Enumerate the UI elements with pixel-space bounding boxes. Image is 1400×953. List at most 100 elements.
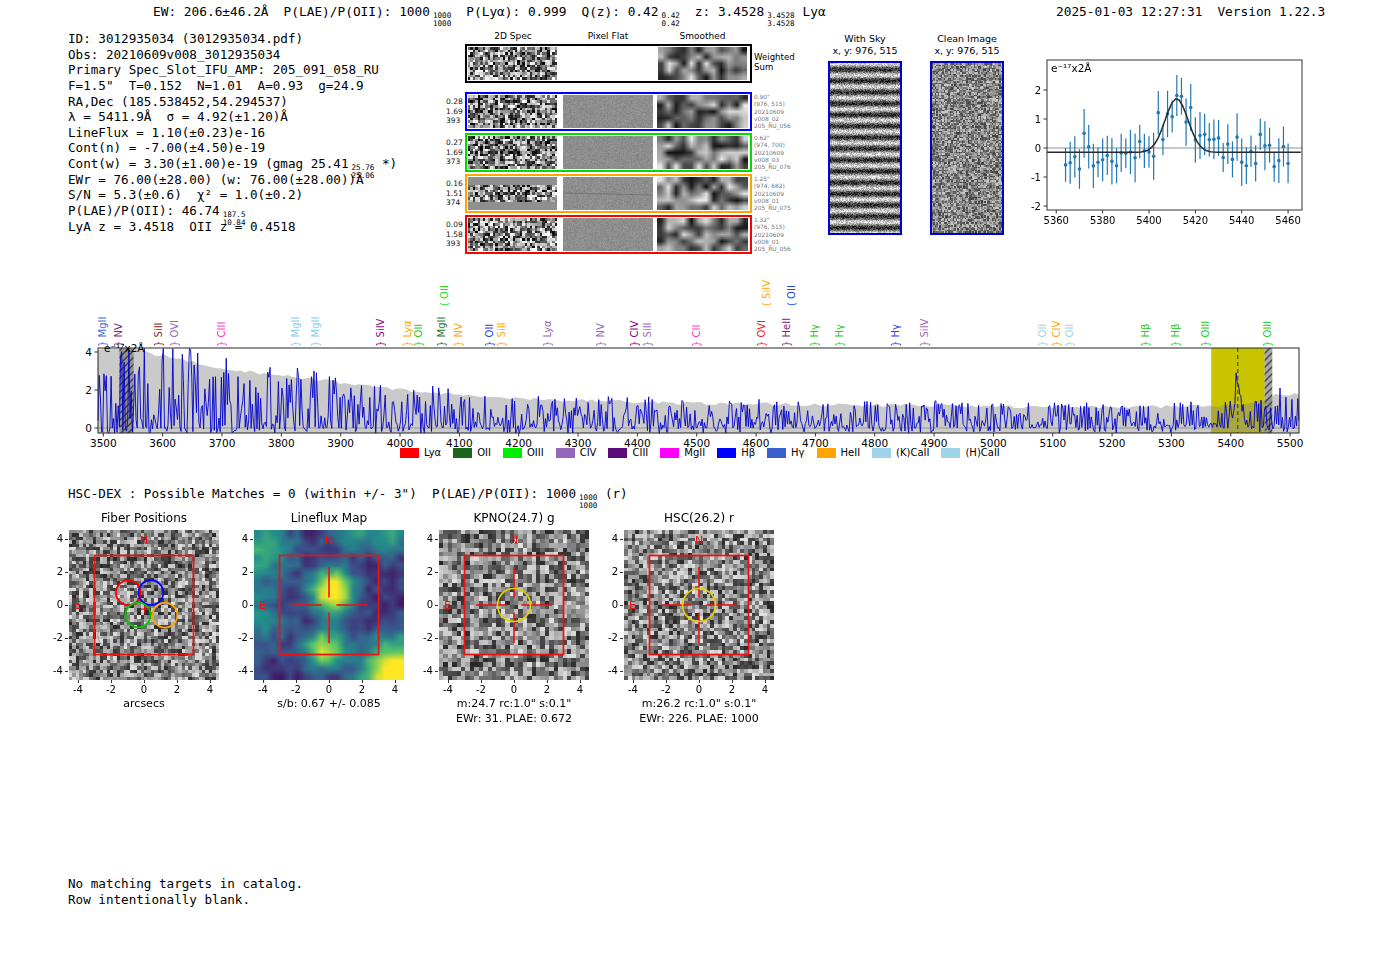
- with-sky-image: [830, 63, 900, 233]
- svg-text:5500: 5500: [1277, 437, 1304, 449]
- x-tickmark: [263, 680, 264, 683]
- spectrum-legend: LyαOIIOIIICIVCIIIMgIIHβHγHeII(K)CaII(H)C…: [400, 447, 1012, 458]
- row-0-pixel-flat-image: [563, 95, 653, 128]
- legend-swatch: [660, 448, 679, 458]
- x-tick: 4: [570, 684, 590, 695]
- lineflux: LineFlux = 1.10(±0.23)e-16: [68, 125, 397, 141]
- compass-north-label: N: [140, 534, 148, 547]
- with-sky-title: With Skyx, y: 976, 515: [820, 33, 910, 56]
- legend-item-CIV: CIV: [556, 447, 597, 458]
- z-stat: z: 3.4528: [695, 4, 764, 19]
- lineflux-title: Lineflux Map: [229, 511, 429, 525]
- compass-east-label: E: [74, 599, 81, 612]
- legend-swatch: [767, 448, 786, 458]
- ew-stat: EW: 206.6±46.2Å: [153, 4, 269, 19]
- y-tick: 0: [228, 599, 248, 610]
- row-2-2d-spec-image: [468, 177, 557, 210]
- legend-swatch: [717, 448, 736, 458]
- legend-label: (K)CaII: [896, 447, 929, 458]
- row-3-2d-spec-image: [468, 218, 557, 251]
- legend-swatch: [453, 448, 472, 458]
- header-stats: EW: 206.6±46.2ÅP(LAE)/P(OII): 1000100010…: [153, 4, 826, 28]
- svg-text:3900: 3900: [327, 437, 354, 449]
- row-0-left-stats: 0.281.69393: [446, 97, 466, 126]
- plae-frac: 10001000: [433, 12, 451, 28]
- y-tickmark: [65, 572, 68, 573]
- y-tick: 4: [598, 533, 618, 544]
- y-tickmark: [435, 605, 438, 606]
- svg-text:-2: -2: [1031, 201, 1041, 212]
- x-tickmark: [144, 680, 145, 683]
- row-3-annotation: 1.32"(976, 515)20210609v008_01205_RU_056: [754, 217, 814, 253]
- x-tickmark: [481, 680, 482, 683]
- y-tickmark: [65, 605, 68, 606]
- x-tick: -2: [471, 684, 491, 695]
- kpno-title: KPNO(24.7) g: [414, 511, 614, 525]
- y-tickmark: [620, 572, 623, 573]
- svg-text:3800: 3800: [268, 437, 295, 449]
- svg-text:1: 1: [1035, 114, 1041, 125]
- legend-label: HeII: [841, 447, 861, 458]
- timestamp: 2025-01-03 12:27:31: [1056, 4, 1202, 19]
- row-3-smoothed-image: [657, 218, 748, 251]
- legend-item-CIII: CIII: [608, 447, 648, 458]
- row-2-annotation: 1.25"(974, 682)20210609v008_01205_RU_075: [754, 176, 814, 212]
- x-tickmark: [111, 680, 112, 683]
- wavelength-sigma: λ = 5411.9Å σ = 4.92(±1.20)Å: [68, 109, 397, 125]
- x-tickmark: [78, 680, 79, 683]
- version: Version 1.22.3: [1217, 4, 1325, 19]
- svg-text:3600: 3600: [149, 437, 176, 449]
- svg-text:5420: 5420: [1183, 215, 1208, 226]
- main-unit-label: e⁻¹⁷x2Å: [104, 342, 145, 354]
- x-tick: 0: [504, 684, 524, 695]
- row-3-pixel-flat-image: [563, 218, 653, 251]
- compass-east-label: E: [259, 599, 266, 612]
- ewr: EWr = 76.00(±28.00) (w: 76.00(±28.00))Å: [68, 172, 397, 188]
- y-tick: 0: [413, 599, 433, 610]
- legend-label: Hβ: [741, 447, 755, 458]
- elixer-report-page: EW: 206.6±46.2ÅP(LAE)/P(OII): 1000100010…: [0, 0, 1400, 953]
- weighted-2d-spec-image: [468, 47, 557, 80]
- legend-label: OII: [477, 447, 491, 458]
- full-spectrum-chart: 3500360037003800390040004100420043004400…: [0, 330, 1400, 465]
- svg-text:2: 2: [85, 384, 92, 396]
- legend-swatch: [817, 448, 836, 458]
- x-tick: 2: [167, 684, 187, 695]
- y-tickmark: [65, 638, 68, 639]
- col-header-pixel-flat: Pixel Flat: [563, 31, 653, 41]
- hsc-caption-1: EWr: 226. PLAE: 1000: [589, 712, 809, 725]
- row-2-left-stats: 0.161.51374: [446, 179, 466, 208]
- x-tickmark: [699, 680, 700, 683]
- y-tickmark: [250, 638, 253, 639]
- svg-text:2: 2: [1035, 85, 1041, 96]
- legend-swatch: [556, 448, 575, 458]
- x-tick: -4: [623, 684, 643, 695]
- compass-north-label: N: [695, 534, 703, 547]
- x-tick: 2: [722, 684, 742, 695]
- legend-swatch: [608, 448, 627, 458]
- legend-item-Hβ: Hβ: [717, 447, 755, 458]
- legend-item-Hγ: Hγ: [767, 447, 804, 458]
- legend-swatch: [872, 448, 891, 458]
- svg-text:0: 0: [85, 422, 92, 434]
- y-tickmark: [250, 539, 253, 540]
- y-tick: -4: [598, 665, 618, 676]
- legend-item-OII: OII: [453, 447, 491, 458]
- y-tick: -2: [598, 632, 618, 643]
- plae-poii: P(LAE)/P(OII): 46.74187.510.84: [68, 203, 397, 219]
- x-tickmark: [177, 680, 178, 683]
- line-label-OII-4076: ( OII: [439, 285, 450, 306]
- legend-label: MgII: [684, 447, 705, 458]
- legend-label: Lyα: [424, 447, 441, 458]
- z-frac: 3.45283.4528: [767, 12, 794, 28]
- y-tick: -2: [413, 632, 433, 643]
- footer-line-1: No matching targets in catalog.: [68, 876, 303, 892]
- cont-w: Cont(w) = 3.30(±1.00)e-19 (gmag 25.4125.…: [68, 156, 397, 172]
- legend-label: (H)CaII: [965, 447, 999, 458]
- legend-label: CIV: [580, 447, 597, 458]
- x-tick: 2: [537, 684, 557, 695]
- weighted-sum-label: WeightedSum: [754, 52, 795, 72]
- primary-spec-slot: Primary Spec_Slot_IFU_AMP: 205_091_058_R…: [68, 62, 397, 78]
- svg-text:-1: -1: [1031, 172, 1041, 183]
- fiber-title: Fiber Positions: [44, 511, 244, 525]
